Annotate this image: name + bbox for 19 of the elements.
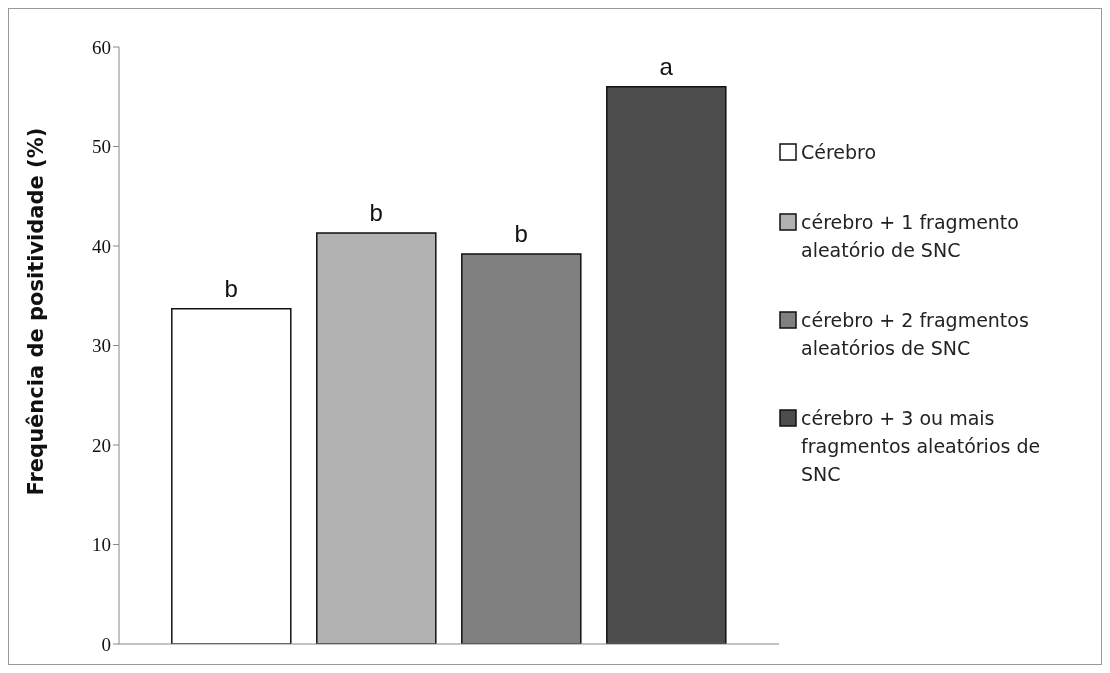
legend-label: cérebro + 2 fragmentos aleatórios de SNC (801, 308, 1030, 361)
y-tick-label: 10 (92, 534, 111, 556)
y-tick-label: 40 (92, 235, 111, 257)
bar (606, 86, 727, 644)
legend-label: cérebro + 1 fragmento aleatório de SNC (801, 210, 1020, 263)
y-tick-label: 20 (92, 434, 111, 456)
y-tick-label: 0 (101, 633, 111, 655)
y-tick-label: 60 (92, 36, 111, 58)
legend-label: cérebro + 3 ou mais fragmentos aleatórios de SNC (801, 406, 1042, 487)
y-tick-label: 50 (92, 136, 111, 158)
data-label: b (224, 274, 238, 302)
data-label: b (369, 199, 383, 227)
bar (171, 307, 292, 644)
legend-label: Cérebro (801, 140, 877, 165)
y-tick-label: 30 (92, 335, 111, 357)
data-label: b (514, 219, 528, 247)
data-label: a (659, 52, 674, 80)
y-axis-title: Frequência de positividade (%) (24, 127, 49, 496)
bar (316, 232, 437, 644)
